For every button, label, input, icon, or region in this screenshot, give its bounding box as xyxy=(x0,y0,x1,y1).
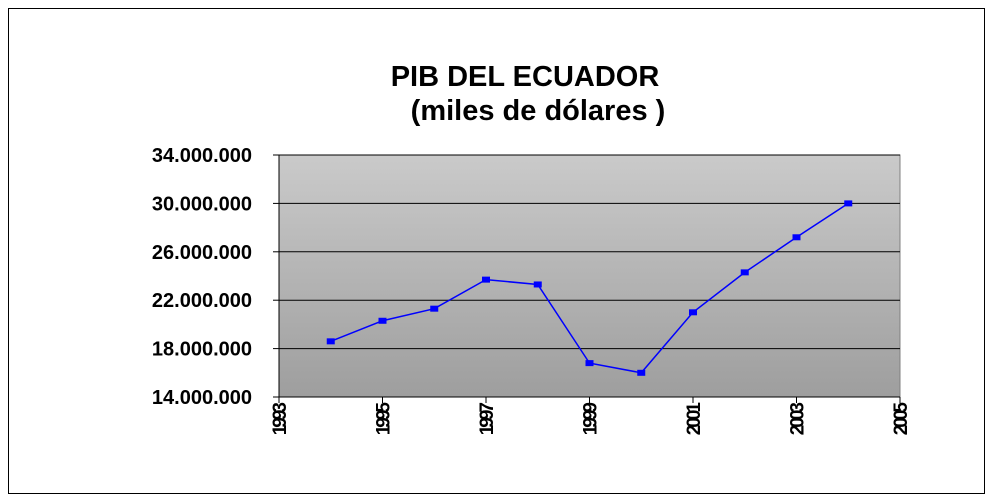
point-marker xyxy=(637,369,646,376)
point-marker xyxy=(533,281,542,288)
chart-title: PIB DEL ECUADOR xyxy=(391,61,660,93)
point-marker xyxy=(326,338,335,345)
y-tick-label: 14.000.000 xyxy=(152,387,252,409)
point-marker xyxy=(482,276,490,283)
x-tick-label: 2005 xyxy=(891,402,912,436)
y-tick-label: 26.000.000 xyxy=(152,242,252,264)
point-marker xyxy=(430,305,439,312)
point-marker xyxy=(792,234,801,241)
x-tick-label: 1993 xyxy=(270,403,291,436)
x-tick-label: 1997 xyxy=(477,403,498,436)
x-tick-label: 2001 xyxy=(684,402,705,436)
x-tick-label: 2003 xyxy=(788,403,809,436)
x-tick-label: 1999 xyxy=(581,403,602,436)
point-marker xyxy=(585,360,594,367)
point-marker xyxy=(740,269,749,276)
point-marker xyxy=(844,200,853,207)
x-tick-label: 1995 xyxy=(374,402,395,436)
y-tick-label: 22.000.000 xyxy=(152,290,252,312)
point-marker xyxy=(378,317,387,324)
y-tick-label: 34.000.000 xyxy=(152,145,252,167)
y-tick-label: 30.000.000 xyxy=(152,193,252,215)
plot-area xyxy=(278,154,901,398)
y-tick-label: 18.000.000 xyxy=(152,339,252,361)
chart-title: (miles de dólares ) xyxy=(411,95,666,127)
point-marker xyxy=(689,309,697,316)
